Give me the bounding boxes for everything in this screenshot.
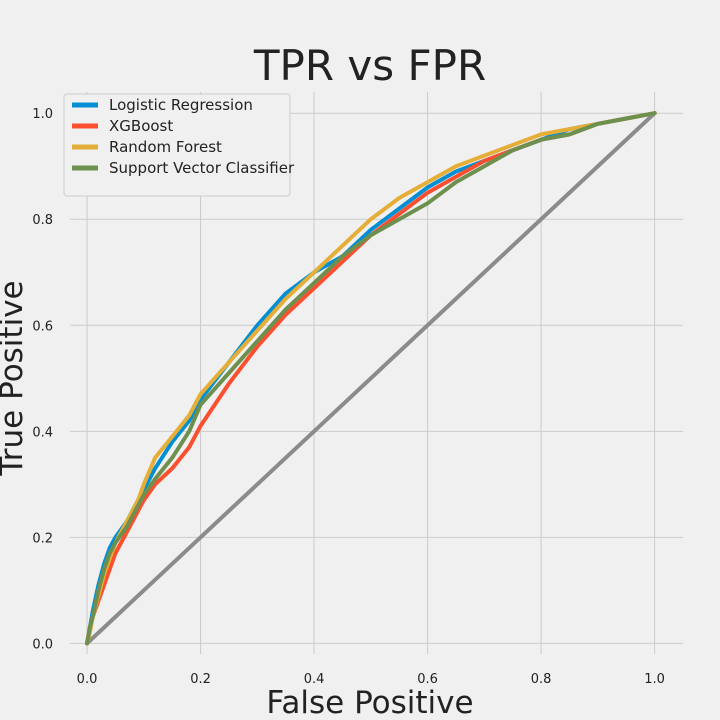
x-tick-label: 0.0 [77,672,98,687]
x-tick-label: 0.2 [190,672,211,687]
y-tick-label: 1.0 [32,107,53,122]
diagonal-line [85,111,657,646]
legend-box [63,93,291,197]
legend-label: XGBoost [109,117,173,135]
legend-label: Support Vector Classifier [109,159,295,177]
x-tick-label: 1.0 [644,672,665,687]
y-tick-label: 0.6 [32,319,53,334]
chart-title: TPR vs FPR [253,41,486,90]
legend-label: Random Forest [109,138,222,156]
y-tick-label: 0.4 [32,425,53,440]
series-layer [85,111,657,646]
x-axis-label: False Positive [266,685,473,720]
grid [70,92,683,654]
series-line-4 [85,111,657,646]
y-tick-label: 0.0 [32,637,53,652]
y-tick-label: 0.2 [32,531,53,546]
y-axis-label: True Positive [0,280,30,476]
legend: Logistic Regression XGBoost Random Forest S… [63,93,295,197]
ticks: 0.0 0.2 0.4 0.6 0.8 1.0 0.0 0.2 0.4 0.6 0.8 1.0 [32,107,665,687]
x-tick-label: 0.4 [304,672,325,687]
y-tick-label: 0.8 [32,213,53,228]
diagonal-layer [85,111,657,646]
x-tick-label: 0.8 [531,672,552,687]
x-tick-label: 0.6 [417,672,438,687]
legend-label: Logistic Regression [109,96,253,114]
